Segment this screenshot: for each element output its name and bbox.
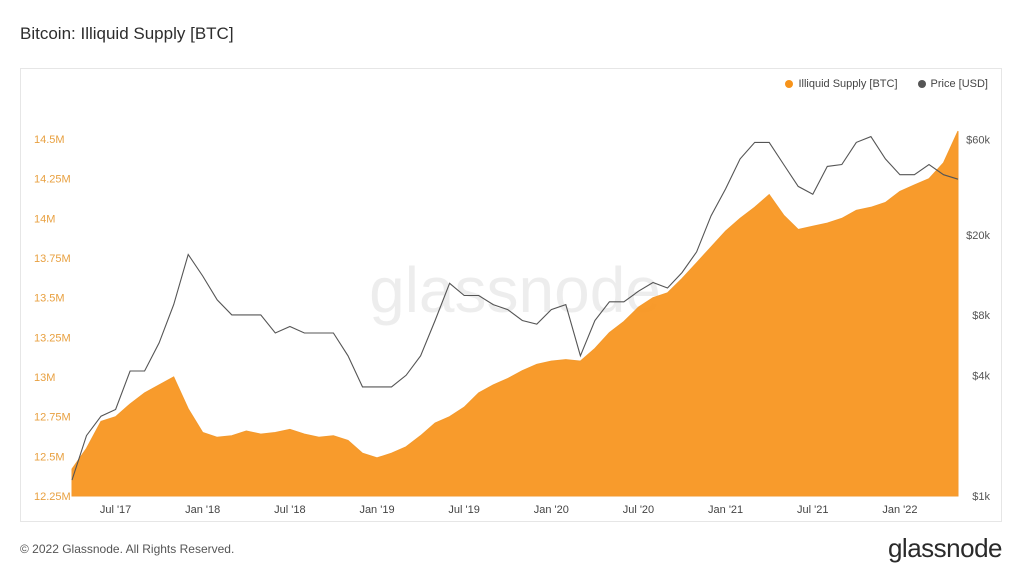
x-tick-label: Jan '18 bbox=[185, 504, 220, 516]
legend-supply-label: Illiquid Supply [BTC] bbox=[798, 78, 898, 90]
x-tick-label: Jul '17 bbox=[100, 504, 131, 516]
legend-supply-swatch bbox=[785, 80, 794, 88]
chart-title: Bitcoin: Illiquid Supply [BTC] bbox=[20, 24, 234, 43]
x-tick-label: Jan '19 bbox=[359, 504, 394, 516]
y-right-tick-label: $1k bbox=[972, 491, 990, 503]
glassnode-logo: glassnode bbox=[887, 533, 1003, 563]
legend-price-swatch bbox=[917, 80, 926, 88]
y-left-tick-label: 13.75M bbox=[34, 253, 71, 265]
x-tick-label: Jan '20 bbox=[534, 504, 569, 516]
y-left-tick-label: 13.5M bbox=[34, 293, 65, 305]
y-left-tick-label: 14.25M bbox=[34, 174, 71, 186]
supply-area bbox=[71, 130, 959, 497]
legend-price-label: Price [USD] bbox=[930, 78, 988, 90]
price-line bbox=[71, 135, 959, 481]
y-right-tick-label: $8k bbox=[972, 310, 990, 322]
y-left-tick-label: 12.25M bbox=[34, 491, 71, 503]
legend: Illiquid Supply [BTC] Price [USD] bbox=[785, 78, 988, 90]
y-left-tick-label: 13M bbox=[34, 372, 55, 384]
watermark: glassnode bbox=[369, 254, 661, 326]
y-left-tick-label: 12.75M bbox=[34, 412, 71, 424]
x-tick-label: Jul '21 bbox=[797, 504, 828, 516]
y-left-tick-label: 14M bbox=[34, 213, 55, 225]
x-tick-label: Jul '19 bbox=[448, 504, 479, 516]
y-left-tick-label: 14.5M bbox=[34, 134, 65, 146]
legend-item-price[interactable]: Price [USD] bbox=[917, 78, 988, 90]
copyright-footer: © 2022 Glassnode. All Rights Reserved. bbox=[20, 542, 235, 556]
chart-panel bbox=[20, 68, 1002, 522]
x-tick-label: Jan '21 bbox=[708, 504, 743, 516]
y-right-tick-label: $4k bbox=[972, 370, 990, 382]
y-left-tick-label: 12.5M bbox=[34, 451, 65, 463]
x-tick-label: Jan '22 bbox=[882, 504, 917, 516]
x-tick-label: Jul '20 bbox=[623, 504, 654, 516]
y-left-tick-label: 13.25M bbox=[34, 332, 71, 344]
y-right-tick-label: $60k bbox=[966, 134, 990, 146]
y-right-tick-label: $20k bbox=[966, 230, 990, 242]
x-tick-label: Jul '18 bbox=[274, 504, 305, 516]
legend-item-supply[interactable]: Illiquid Supply [BTC] bbox=[785, 78, 898, 90]
